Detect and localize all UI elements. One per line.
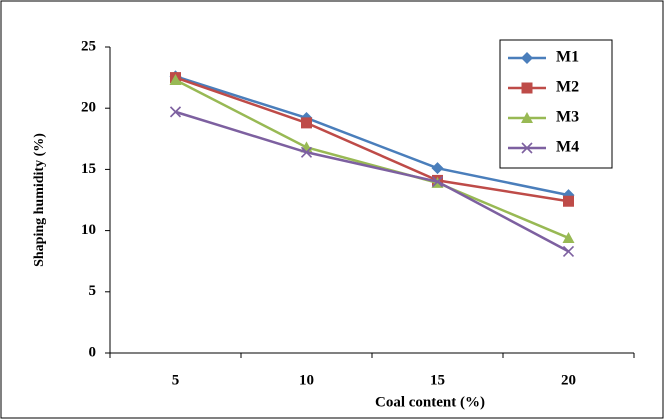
data-point: [431, 176, 444, 188]
legend-label: M1: [556, 49, 579, 66]
legend-label: M2: [556, 79, 579, 96]
y-tick-label: 15: [81, 161, 96, 177]
legend-label: M4: [556, 139, 579, 156]
y-tick-label: 20: [81, 100, 96, 116]
y-tick-label: 5: [89, 283, 97, 299]
y-axis-title: Shaping humidity (%): [32, 133, 47, 267]
x-tick-label: 10: [299, 372, 314, 388]
series-line: [175, 76, 569, 203]
data-point: [169, 106, 182, 118]
x-axis-title: Coal content (%): [375, 394, 485, 410]
y-tick-label: 10: [81, 222, 96, 238]
data-point: [563, 195, 574, 207]
x-tick-label: 5: [172, 372, 180, 388]
legend-label: M3: [556, 109, 579, 126]
legend-box: [499, 39, 613, 169]
x-tick-label: 20: [561, 372, 576, 388]
data-point: [562, 245, 575, 257]
legend-marker: [521, 82, 533, 94]
y-tick-label: 25: [81, 38, 96, 54]
series-line: [175, 110, 570, 253]
legend-marker: [521, 52, 533, 64]
y-tick-label: 0: [89, 344, 97, 360]
data-point: [301, 117, 312, 129]
legend-marker: [521, 142, 533, 154]
x-tick-label: 15: [430, 372, 445, 388]
data-point: [169, 74, 182, 86]
series-line: [175, 75, 569, 197]
data-point: [562, 231, 575, 243]
series-line: [174, 78, 569, 240]
data-point: [431, 162, 444, 175]
legend-marker: [521, 112, 533, 123]
data-point: [300, 146, 313, 158]
